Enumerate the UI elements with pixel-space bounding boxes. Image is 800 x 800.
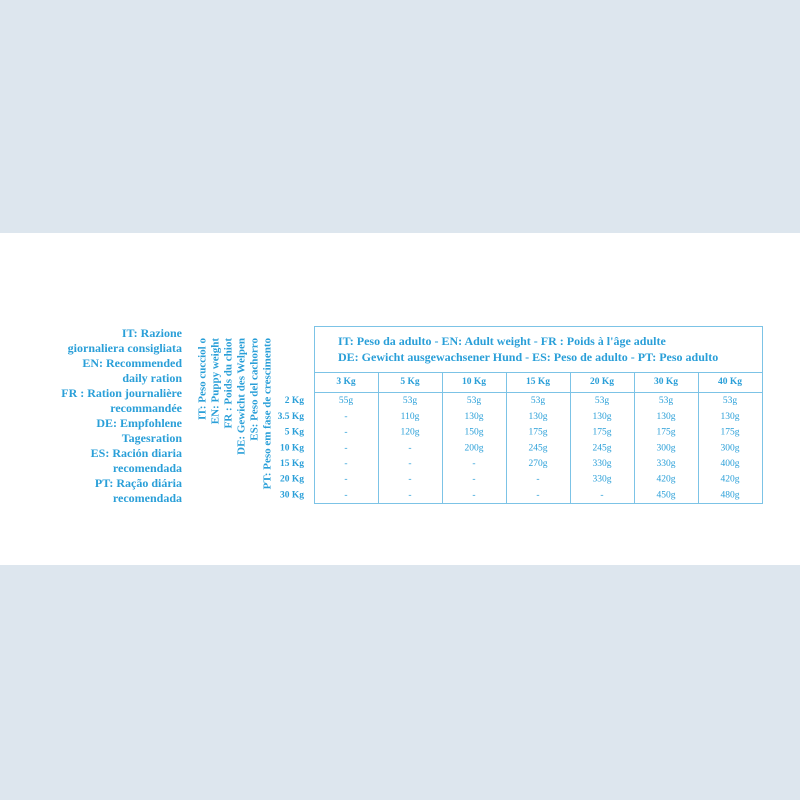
cell: 330g — [593, 459, 612, 469]
puppy-weight-label: DE: Gewicht des Welpen — [236, 338, 248, 455]
column-header: 30 Kg — [654, 377, 678, 387]
cell: - — [408, 490, 411, 500]
cell: 330g — [593, 475, 612, 485]
column-header: 3 Kg — [336, 377, 356, 387]
cell: 450g — [657, 490, 676, 500]
ration-label: daily ration — [122, 371, 182, 385]
cell: - — [408, 459, 411, 469]
cell: - — [536, 475, 539, 485]
cell: - — [600, 490, 603, 500]
row-label: 5 Kg — [285, 428, 305, 438]
puppy-weight-label: PT: Peso em fase de crescimento — [262, 338, 274, 490]
column-header: 40 Kg — [718, 377, 742, 387]
column-header: 10 Kg — [462, 377, 486, 387]
cell: 120g — [401, 428, 420, 438]
cell: 150g — [465, 428, 484, 438]
column-header: 20 Kg — [590, 377, 614, 387]
cell: 53g — [595, 396, 610, 406]
cell: 330g — [657, 459, 676, 469]
white-band — [0, 233, 800, 565]
cell: 175g — [593, 428, 612, 438]
cell: - — [344, 459, 347, 469]
cell: - — [344, 428, 347, 438]
ration-label: PT: Ração diária — [95, 476, 182, 490]
cell: 130g — [529, 412, 548, 422]
column-header: 15 Kg — [526, 377, 550, 387]
cell: - — [472, 459, 475, 469]
adult-weight-label: DE: Gewicht ausgewachsener Hund - ES: Pe… — [338, 350, 718, 364]
cell: 420g — [657, 475, 676, 485]
adult-weight-label: IT: Peso da adulto - EN: Adult weight - … — [338, 334, 666, 348]
column-header: 5 Kg — [400, 377, 420, 387]
cell: 53g — [403, 396, 418, 406]
row-label: 10 Kg — [280, 443, 304, 453]
cell: 53g — [659, 396, 674, 406]
puppy-weight-label: IT: Peso cucciol o — [197, 338, 209, 420]
row-label: 3.5 Kg — [278, 412, 305, 422]
cell: 270g — [529, 459, 548, 469]
puppy-weight-label: ES: Peso del cachorro — [249, 338, 261, 441]
cell: - — [344, 443, 347, 453]
ration-label: recomendada — [113, 461, 182, 475]
cell: 480g — [721, 490, 740, 500]
ration-label: IT: Razione — [122, 326, 183, 340]
cell: 130g — [465, 412, 484, 422]
cell: 400g — [721, 459, 740, 469]
cell: 53g — [723, 396, 738, 406]
puppy-weight-label: EN: Puppy weight — [210, 338, 222, 425]
cell: 200g — [465, 443, 484, 453]
table-frame — [314, 326, 763, 504]
ration-label: DE: Empfohlene — [96, 416, 182, 430]
cell: 175g — [721, 428, 740, 438]
cell: 245g — [529, 443, 548, 453]
ration-label: FR : Ration journalière — [61, 386, 182, 400]
cell: 55g — [339, 396, 354, 406]
ration-label: Tagesration — [122, 431, 183, 445]
ration-label: ES: Ración diaria — [91, 446, 182, 460]
cell: - — [472, 490, 475, 500]
puppy-weight-label: FR : Poids du chiot — [223, 338, 235, 429]
ration-label: recommandée — [110, 401, 182, 415]
cell: 130g — [593, 412, 612, 422]
cell: 175g — [657, 428, 676, 438]
cell: - — [408, 443, 411, 453]
cell: 110g — [401, 412, 420, 422]
cell: 53g — [467, 396, 482, 406]
cell: 300g — [657, 443, 676, 453]
cell: - — [536, 490, 539, 500]
row-label: 20 Kg — [280, 475, 304, 485]
cell: - — [408, 475, 411, 485]
cell: 130g — [721, 412, 740, 422]
cell: - — [344, 412, 347, 422]
row-label: 2 Kg — [285, 396, 305, 406]
ration-label: recomendada — [113, 491, 182, 505]
cell: 130g — [657, 412, 676, 422]
cell: 420g — [721, 475, 740, 485]
cell: 245g — [593, 443, 612, 453]
cell: - — [472, 475, 475, 485]
cell: 175g — [529, 428, 548, 438]
cell: 53g — [531, 396, 546, 406]
row-label: 30 Kg — [280, 490, 304, 500]
ration-label: EN: Recommended — [82, 356, 182, 370]
cell: - — [344, 475, 347, 485]
ration-label: giornaliera consigliata — [68, 341, 182, 355]
cell: 300g — [721, 443, 740, 453]
cell: - — [344, 490, 347, 500]
row-label: 15 Kg — [280, 459, 304, 469]
